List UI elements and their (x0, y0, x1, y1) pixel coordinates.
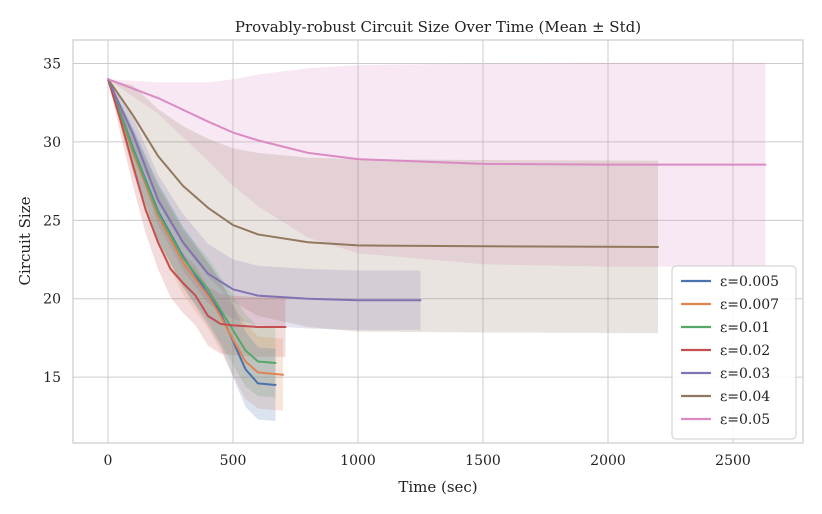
std-band-series-5 (108, 79, 658, 334)
x-tick-label: 0 (104, 453, 113, 469)
series-line-4 (107, 78, 422, 302)
std-band-series-3 (108, 79, 286, 357)
legend: ε=0.005 ε=0.007 ε=0.01 ε=0.02 ε=0.03 ε=0.04 ε=… (671, 265, 797, 440)
y-tick-label: 35 (43, 57, 61, 73)
chart-title: Provably-robust Circuit Size Over Time (… (235, 18, 641, 36)
legend-label: ε=0.03 (720, 366, 770, 382)
legend-label: ε=0.04 (720, 389, 770, 405)
std-band-series-0 (108, 79, 276, 422)
legend-label: ε=0.005 (720, 274, 779, 290)
series-line-1 (107, 78, 284, 376)
std-band-series-2 (108, 79, 276, 398)
legend-label: ε=0.02 (720, 343, 770, 359)
series-line-6 (107, 78, 767, 166)
x-tick-label: 1000 (340, 453, 376, 469)
std-band-series-1 (108, 79, 283, 411)
mean-lines (107, 78, 767, 386)
y-tick-label: 25 (43, 213, 61, 229)
legend-label: ε=0.05 (720, 412, 770, 428)
x-tick-label: 2500 (715, 453, 751, 469)
x-axis-ticks: 0 500 1000 1500 2000 2500 (104, 453, 751, 469)
y-axis-label: Circuit Size (16, 196, 34, 285)
y-axis-ticks: 15 20 25 30 35 (43, 57, 61, 387)
legend-label: ε=0.01 (720, 320, 770, 336)
series-line-3 (107, 78, 287, 328)
x-tick-label: 1500 (465, 453, 501, 469)
series-line-2 (107, 78, 277, 365)
y-tick-label: 20 (43, 292, 61, 308)
series-line-5 (107, 78, 659, 248)
plot-frame (72, 39, 804, 444)
y-tick-label: 15 (43, 370, 61, 386)
x-tick-label: 500 (220, 453, 247, 469)
x-tick-label: 2000 (590, 453, 626, 469)
y-tick-label: 30 (43, 135, 61, 151)
x-axis-label: Time (sec) (398, 478, 477, 496)
legend-label: ε=0.007 (720, 297, 779, 313)
std-band-series-6 (108, 62, 766, 267)
